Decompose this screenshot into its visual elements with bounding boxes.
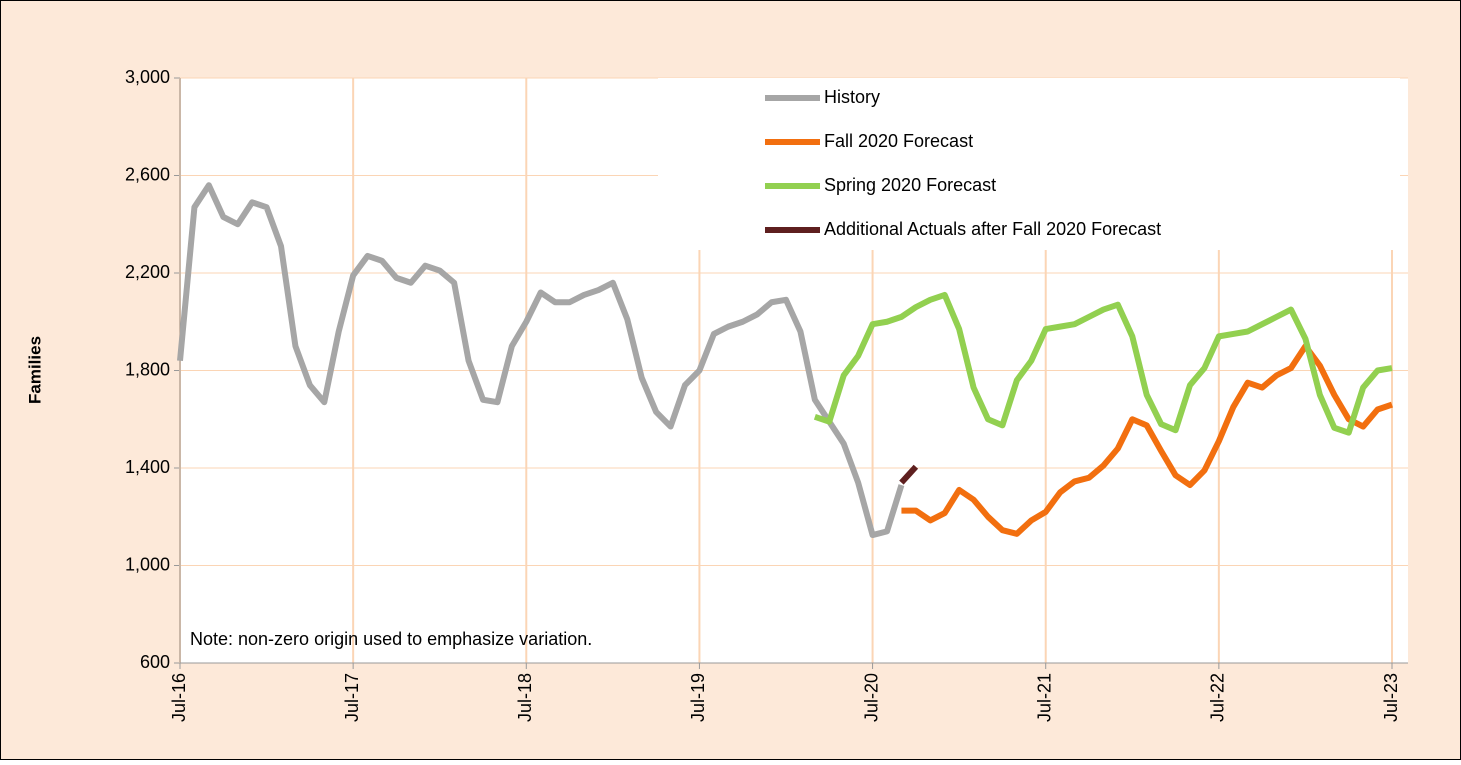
x-tick-label: Jul-16 (169, 673, 189, 722)
y-axis-label: Families (25, 336, 44, 404)
legend-label: Fall 2020 Forecast (824, 131, 973, 151)
x-tick-label: Jul-18 (515, 673, 535, 722)
legend-label: Spring 2020 Forecast (824, 175, 996, 195)
y-tick-label: 2,200 (125, 262, 170, 282)
annotation: Note: non-zero origin used to emphasize … (190, 629, 592, 649)
y-tick-label: 1,800 (125, 359, 170, 379)
x-tick-label: Jul-20 (861, 673, 881, 722)
y-tick-label: 600 (140, 652, 170, 672)
y-tick-label: 1,400 (125, 457, 170, 477)
legend-box (658, 78, 1400, 250)
y-tick-label: 2,600 (125, 164, 170, 184)
series-line (813, 291, 1393, 436)
x-tick-label: Jul-19 (688, 673, 708, 722)
x-tick-label: Jul-23 (1381, 673, 1401, 722)
x-tick-label: Jul-21 (1034, 673, 1054, 722)
y-tick-label: 3,000 (125, 67, 170, 87)
legend-label: History (824, 87, 880, 107)
y-tick-label: 1,000 (125, 554, 170, 574)
series-line (899, 464, 919, 485)
x-tick-label: Jul-22 (1208, 673, 1228, 722)
x-tick-label: Jul-17 (342, 673, 362, 722)
series-line (177, 182, 905, 539)
legend-label: Additional Actuals after Fall 2020 Forec… (824, 219, 1161, 239)
